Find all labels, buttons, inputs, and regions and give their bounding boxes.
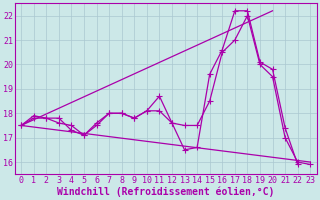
X-axis label: Windchill (Refroidissement éolien,°C): Windchill (Refroidissement éolien,°C) — [57, 186, 274, 197]
